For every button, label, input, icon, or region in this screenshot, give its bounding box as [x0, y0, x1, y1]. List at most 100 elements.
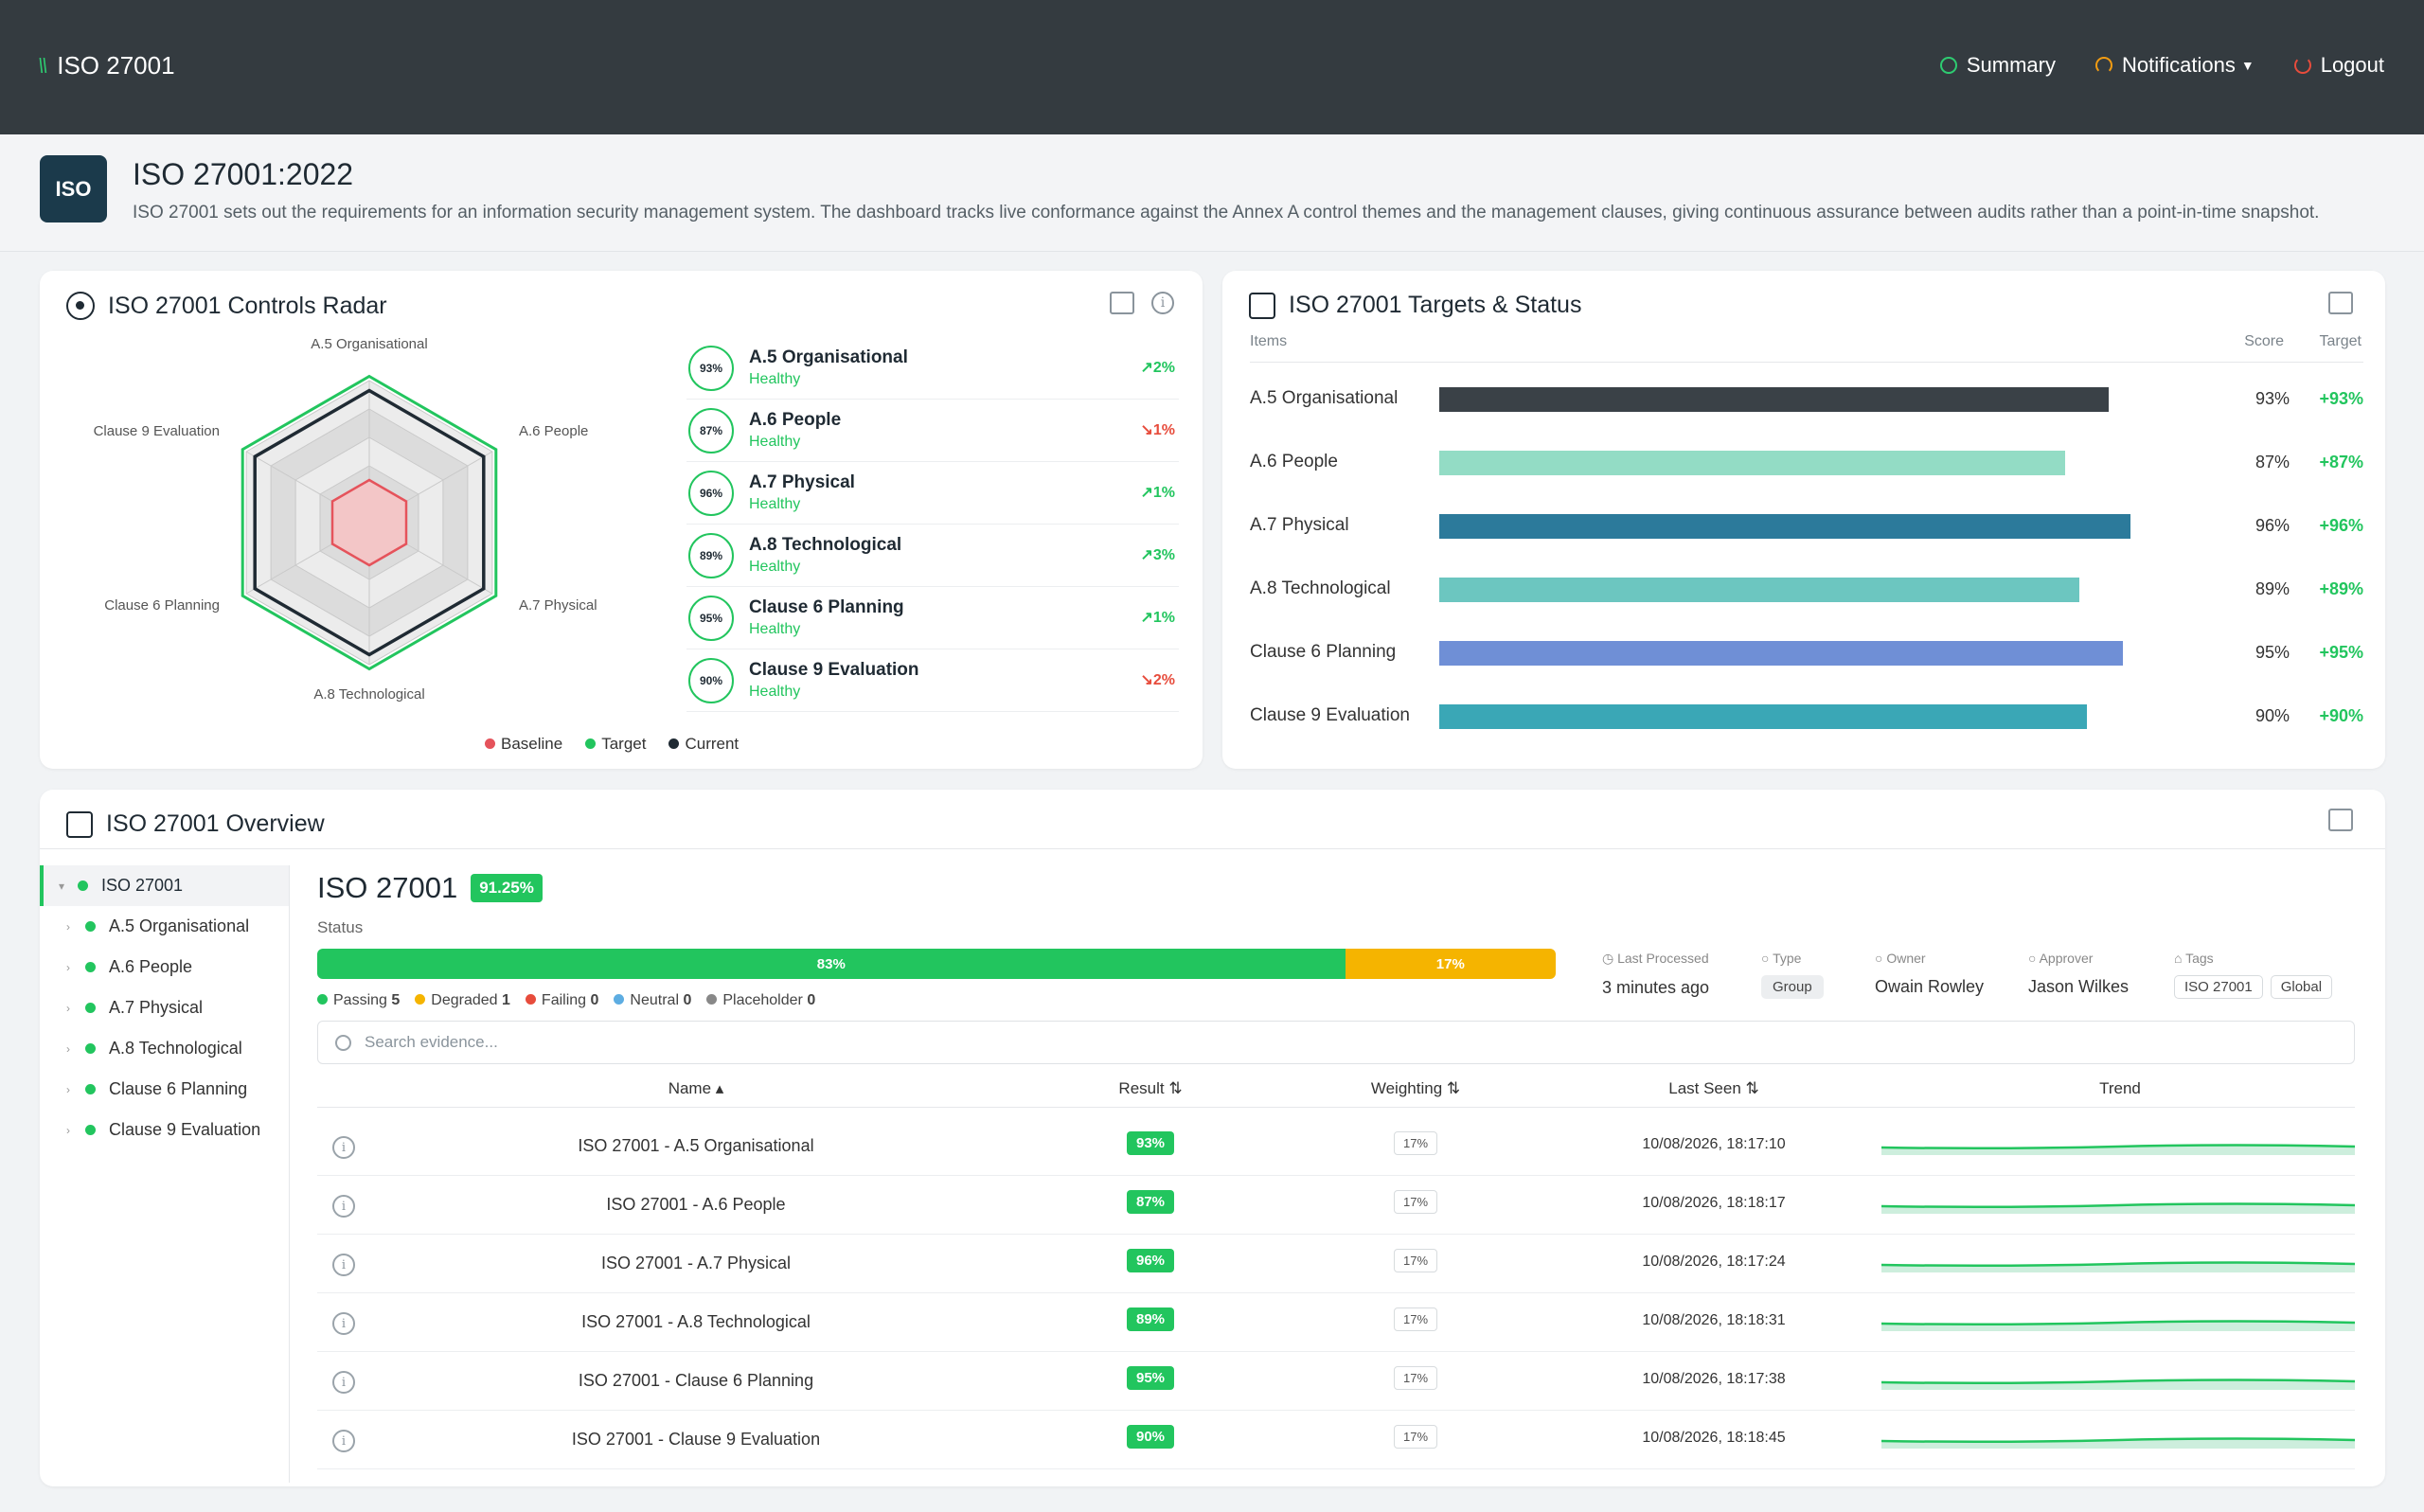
table-row[interactable]: i ISO 27001 - A.8 Technological 89% 17% 10/0…	[317, 1293, 2355, 1352]
tree-item[interactable]: › A.8 Technological	[40, 1028, 290, 1069]
table-row[interactable]: i ISO 27001 - A.7 Physical 96% 17% 10/08/202…	[317, 1235, 2355, 1293]
targets-title: ISO 27001 Targets & Status	[1289, 292, 1582, 318]
meta-type: ○ Type Group	[1761, 951, 1831, 999]
info-icon[interactable]: i	[1151, 292, 1174, 314]
metric-row[interactable]: 87% A.6 People Healthy ↘1%	[686, 400, 1179, 462]
metric-name: A.7 Physical	[749, 472, 855, 492]
standard-header: ISO ISO 27001:2022 ISO 27001 sets out th…	[0, 134, 2424, 252]
tree-item-root[interactable]: ▾ ISO 27001	[40, 865, 290, 906]
brand[interactable]: \\ ISO 27001	[38, 51, 175, 80]
trend-down-icon: ↘	[1140, 672, 1153, 688]
tree-item[interactable]: › A.6 People	[40, 947, 290, 987]
tag-chip[interactable]: Global	[2270, 975, 2333, 999]
status-label: Status	[317, 918, 364, 936]
metric-row[interactable]: 89% A.8 Technological Healthy ↗3%	[686, 525, 1179, 587]
row-last-seen: 10/08/2026, 18:17:38	[1642, 1371, 1786, 1387]
metric-row[interactable]: 90% Clause 9 Evaluation Healthy ↘2%	[686, 649, 1179, 712]
col-name[interactable]: Name ▴	[668, 1079, 724, 1097]
info-icon[interactable]: i	[332, 1430, 355, 1452]
target-label: A.7 Physical	[1250, 515, 1349, 535]
metric-name: A.6 People	[749, 410, 842, 430]
info-icon[interactable]: i	[332, 1312, 355, 1335]
metric-row[interactable]: 93% A.5 Organisational Healthy ↗2%	[686, 337, 1179, 400]
expand-icon[interactable]	[2328, 292, 2353, 314]
radar-card-title: ISO 27001 Controls Radar	[66, 292, 387, 320]
table-row[interactable]: i ISO 27001 - Clause 9 Evaluation 90% 17% 10…	[317, 1411, 2355, 1469]
metric-status: Healthy	[749, 621, 801, 637]
table-row[interactable]: i ISO 27001 - Clause 6 Planning 95% 17% 10/0…	[317, 1352, 2355, 1411]
metric-status: Healthy	[749, 559, 801, 575]
overview-card-title: ISO 27001 Overview	[66, 810, 325, 838]
chevron-right-icon[interactable]: ›	[66, 919, 70, 934]
panel-icon	[1249, 292, 1275, 319]
legend-dot	[485, 738, 495, 749]
status-dot	[85, 1003, 96, 1013]
metric-status: Healthy	[749, 371, 801, 387]
row-weighting: 17%	[1393, 1307, 1438, 1331]
tag-chip[interactable]: ISO 27001	[2174, 975, 2263, 999]
tree-item-label: A.6 People	[109, 957, 193, 976]
table-row[interactable]: i ISO 27001 - A.5 Organisational 93% 17% 10/…	[317, 1117, 2355, 1176]
iso-badge: ISO	[40, 155, 107, 222]
tree-item[interactable]: › A.7 Physical	[40, 987, 290, 1028]
metric-score-ring: 89%	[688, 532, 734, 578]
radar-axis-label: A.6 People	[519, 423, 588, 439]
nav-logout[interactable]: Logout	[2293, 53, 2384, 78]
radar-baseline-shape	[330, 478, 408, 567]
tag-icon: ⌂	[2174, 951, 2183, 966]
col-weighting[interactable]: Weighting ⇅	[1370, 1079, 1461, 1097]
radar-current-shape	[253, 388, 486, 657]
expand-icon[interactable]	[2328, 809, 2353, 831]
trend-up-icon: ↗	[1140, 360, 1153, 376]
radar-axis-label: Clause 6 Planning	[104, 597, 220, 614]
metric-name: A.5 Organisational	[749, 347, 908, 367]
status-dot	[78, 881, 88, 891]
info-icon[interactable]: i	[332, 1254, 355, 1276]
target-value: +89%	[2319, 579, 2363, 598]
legend-dot	[706, 994, 718, 1005]
target-value: +90%	[2319, 706, 2363, 725]
metric-text: A.8 Technological Healthy	[749, 535, 901, 576]
metric-status: Healthy	[749, 434, 801, 450]
metric-name: A.8 Technological	[749, 535, 902, 555]
status-degraded-segment: 17%	[1345, 949, 1556, 979]
info-icon[interactable]: i	[332, 1195, 355, 1218]
search-evidence-input[interactable]: Search evidence...	[317, 1021, 2355, 1064]
tree-item[interactable]: › Clause 9 Evaluation	[40, 1110, 290, 1150]
tree-item[interactable]: › Clause 6 Planning	[40, 1069, 290, 1110]
row-last-seen: 10/08/2026, 18:18:31	[1642, 1312, 1786, 1328]
chevron-right-icon[interactable]: ›	[66, 960, 70, 974]
status-dot	[85, 962, 96, 972]
radar-icon	[66, 292, 95, 320]
metric-row[interactable]: 96% A.7 Physical Healthy ↗1%	[686, 462, 1179, 525]
target-score: 95%	[2255, 643, 2290, 662]
tree-item[interactable]: › A.5 Organisational	[40, 906, 290, 947]
expand-icon[interactable]	[1110, 292, 1134, 314]
tree-item-label: A.8 Technological	[109, 1039, 242, 1058]
chevron-right-icon[interactable]: ›	[66, 1082, 70, 1096]
panel-icon	[66, 810, 93, 838]
chevron-right-icon[interactable]: ›	[66, 1041, 70, 1056]
nav-notifications[interactable]: Notifications ▼	[2095, 53, 2255, 78]
info-icon[interactable]: i	[332, 1371, 355, 1394]
metric-name: Clause 6 Planning	[749, 597, 904, 617]
chevron-right-icon[interactable]: ›	[66, 1001, 70, 1015]
radar-axis-label: A.5 Organisational	[311, 336, 427, 352]
evidence-table-header: Name ▴ Result ⇅ Weighting ⇅ Last Seen ⇅ …	[317, 1076, 2355, 1108]
nav-summary-label: Summary	[1966, 53, 2056, 77]
table-row[interactable]: i ISO 27001 - A.6 People 87% 17% 10/08/2026,…	[317, 1176, 2355, 1235]
col-result[interactable]: Result ⇅	[1118, 1079, 1183, 1097]
target-bar	[1439, 641, 2123, 666]
metric-row[interactable]: 95% Clause 6 Planning Healthy ↗1%	[686, 587, 1179, 649]
chevron-down-icon[interactable]: ▾	[59, 879, 65, 893]
nav-summary[interactable]: Summary	[1939, 53, 2056, 78]
radar-title: ISO 27001 Controls Radar	[108, 292, 387, 319]
col-trend: Trend	[2099, 1079, 2141, 1097]
owner-icon: ○	[1875, 951, 1883, 966]
chevron-right-icon[interactable]: ›	[66, 1123, 70, 1137]
legend-dot	[614, 994, 625, 1005]
trend-up-icon: ↗	[1140, 485, 1153, 501]
info-icon[interactable]: i	[332, 1136, 355, 1159]
col-last-seen[interactable]: Last Seen ⇅	[1668, 1079, 1759, 1097]
col-target: Target	[2319, 333, 2362, 349]
